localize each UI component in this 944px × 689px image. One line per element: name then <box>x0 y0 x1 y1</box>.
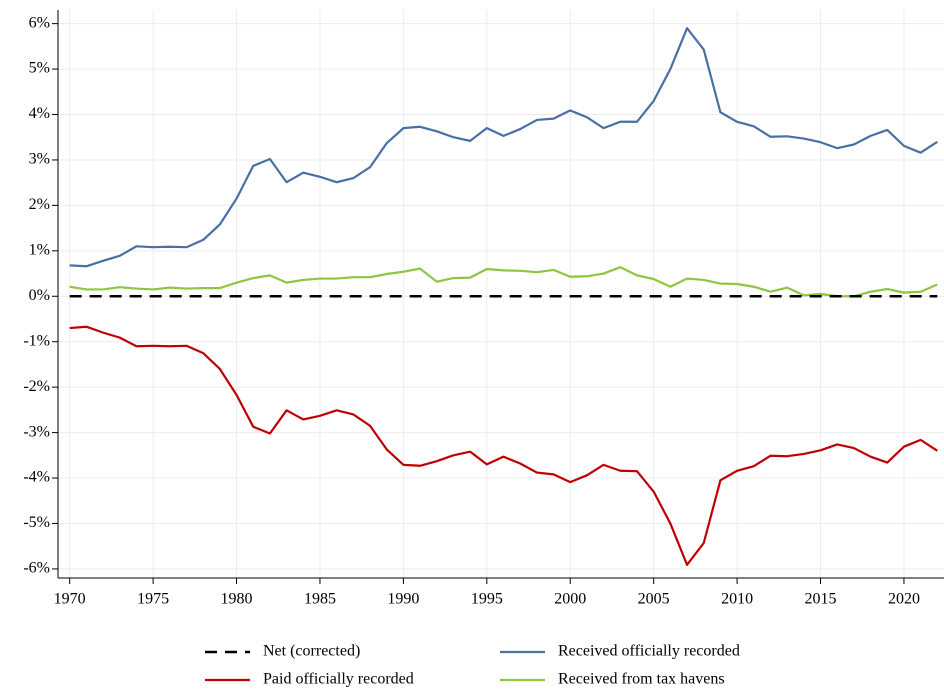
y-tick-label: -4% <box>23 469 50 486</box>
series-line <box>69 266 938 298</box>
y-tick-label: -1% <box>23 332 50 349</box>
x-tick-label: 1985 <box>304 591 336 608</box>
y-tick-label: -5% <box>23 514 50 531</box>
x-tick-label: 1980 <box>221 591 253 608</box>
y-tick-label: 5% <box>29 60 50 77</box>
x-tick-label: 1975 <box>137 591 169 608</box>
y-tick-label: -3% <box>23 423 50 440</box>
x-tick-label: 2005 <box>638 591 670 608</box>
y-tick-label: 1% <box>29 242 50 259</box>
y-tick-label: -6% <box>23 560 50 577</box>
y-tick-label: -2% <box>23 378 50 395</box>
legend-label: Paid officially recorded <box>263 671 414 688</box>
x-tick-label: 1995 <box>471 591 503 608</box>
x-tick-label: 2010 <box>721 591 753 608</box>
series-line <box>69 27 938 268</box>
y-tick-label: 6% <box>29 14 50 31</box>
y-tick-label: 4% <box>29 105 50 122</box>
y-tick-label: 3% <box>29 151 50 168</box>
x-tick-label: 1990 <box>387 591 419 608</box>
x-tick-label: 2000 <box>554 591 586 608</box>
legend-label: Net (corrected) <box>263 643 360 660</box>
series-line <box>69 325 938 566</box>
y-tick-label: 2% <box>29 196 50 213</box>
x-tick-label: 2020 <box>888 591 920 608</box>
legend-label: Received from tax havens <box>558 671 725 688</box>
y-tick-label: 0% <box>29 287 50 304</box>
x-tick-label: 2015 <box>805 591 837 608</box>
legend-label: Received officially recorded <box>558 643 740 660</box>
x-tick-label: 1970 <box>54 591 86 608</box>
